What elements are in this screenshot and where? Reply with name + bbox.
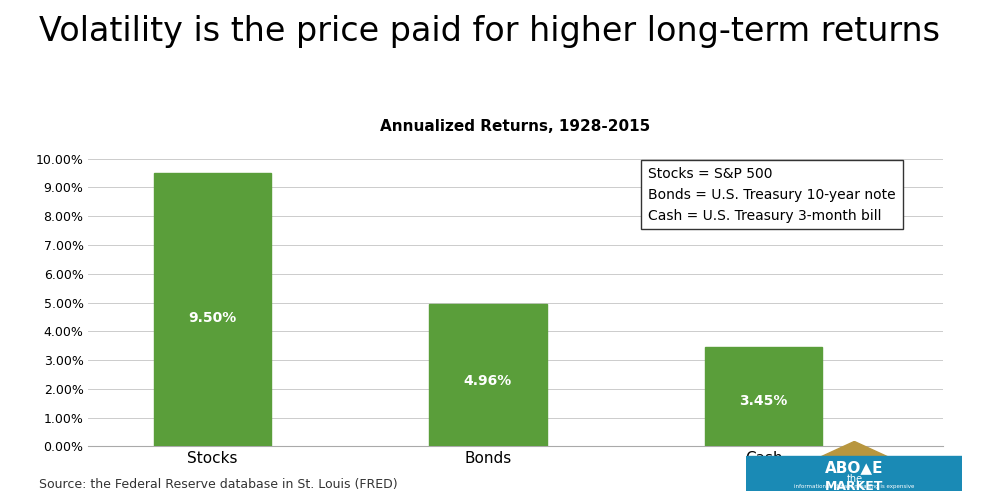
Text: 4.96%: 4.96% bbox=[464, 374, 513, 388]
Text: ABO▲E: ABO▲E bbox=[825, 460, 884, 475]
Text: 3.45%: 3.45% bbox=[739, 394, 788, 408]
Text: the: the bbox=[846, 474, 862, 484]
Text: Annualized Returns, 1928-2015: Annualized Returns, 1928-2015 bbox=[380, 119, 651, 134]
Text: MARKET: MARKET bbox=[825, 480, 884, 493]
Bar bbox=[154, 173, 271, 446]
Text: Source: the Federal Reserve database in St. Louis (FRED): Source: the Federal Reserve database in … bbox=[39, 478, 398, 491]
Bar bbox=[746, 456, 962, 491]
Text: information is cheap, meaning is expensive: information is cheap, meaning is expensi… bbox=[794, 484, 914, 489]
Text: 9.50%: 9.50% bbox=[189, 311, 237, 325]
Text: Volatility is the price paid for higher long-term returns: Volatility is the price paid for higher … bbox=[39, 15, 941, 48]
Polygon shape bbox=[746, 441, 962, 491]
Text: Stocks = S&P 500
Bonds = U.S. Treasury 10-year note
Cash = U.S. Treasury 3-month: Stocks = S&P 500 Bonds = U.S. Treasury 1… bbox=[648, 167, 896, 223]
Bar bbox=[429, 304, 547, 446]
Bar bbox=[705, 347, 822, 446]
